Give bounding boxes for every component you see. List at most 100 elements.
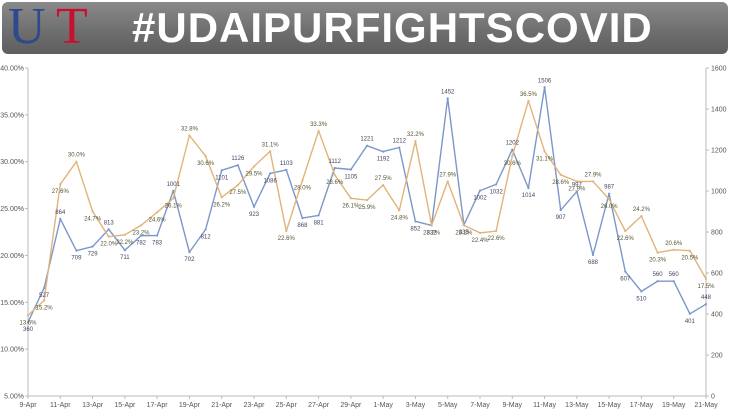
x-axis-tick-label: 1-May	[373, 402, 393, 409]
count-series-point	[382, 150, 385, 153]
count-data-label: 813	[104, 220, 115, 226]
percent-data-label: 15.2%	[36, 305, 54, 311]
chart-series	[26, 86, 708, 324]
count-series-point	[349, 168, 352, 171]
percent-series-point	[656, 251, 659, 254]
percent-data-label: 17.5%	[697, 284, 715, 290]
count-series-point	[624, 270, 627, 273]
count-data-label: 1002	[473, 196, 487, 202]
count-data-label: 729	[88, 252, 99, 258]
count-data-label: 1212	[393, 139, 407, 145]
percent-series-point	[478, 231, 482, 235]
percent-series-point	[511, 154, 514, 158]
count-data-label: 1105	[344, 174, 358, 180]
count-series-point	[414, 220, 417, 223]
percent-data-label: 26.2%	[213, 202, 231, 208]
left-axis-tick-label: 30.00%	[0, 159, 24, 166]
percent-data-label: 31.1%	[536, 156, 554, 162]
left-axis-tick-label: 20.00%	[0, 253, 24, 260]
percent-series-point	[398, 209, 401, 212]
percent-data-label: 27.5%	[375, 176, 393, 182]
x-axis-tick-label: 9-Apr	[19, 402, 37, 409]
x-axis-tick-label: 11-Apr	[50, 402, 71, 409]
chart-axes: 5.00% 10.00% 15.00% 20.00% 25.00% 30.00% 35.00…	[0, 66, 726, 410]
count-series-point	[398, 146, 401, 149]
x-axis-tick-label: 21-Apr	[211, 402, 233, 409]
percent-series-point	[317, 129, 320, 132]
count-series-point	[478, 189, 482, 192]
percent-data-label: 26.1%	[165, 203, 183, 209]
percent-data-label: 27.9%	[568, 186, 586, 192]
percent-series-point	[624, 229, 627, 233]
x-axis-tick-label: 19-May	[662, 402, 686, 409]
percent-data-label: 27.6%	[52, 189, 70, 195]
count-data-label: 923	[249, 212, 260, 218]
count-data-label: 709	[71, 256, 82, 262]
count-data-label: 812	[201, 235, 212, 241]
count-data-label: 1126	[231, 156, 245, 162]
x-axis-tick-label: 13-May	[565, 402, 589, 409]
count-data-label: 607	[620, 277, 631, 283]
percent-series-point	[236, 184, 239, 187]
count-data-label: 560	[653, 272, 664, 278]
percent-data-label: 23.2%	[423, 230, 441, 236]
percent-series-point	[172, 197, 175, 200]
percent-data-label: 29.5%	[245, 171, 263, 177]
count-data-label: 401	[685, 319, 696, 325]
percent-data-label: 25.9%	[358, 205, 376, 211]
percent-series-point	[188, 134, 191, 137]
right-axis-tick-label: 1200	[711, 148, 727, 155]
count-series-point	[301, 216, 304, 220]
left-axis-tick-label: 40.00%	[0, 66, 24, 73]
percent-series-point	[640, 214, 643, 218]
count-data-label: 868	[297, 223, 308, 229]
percent-series-point	[43, 299, 46, 302]
count-data-label: 1103	[280, 161, 294, 167]
percent-series-point	[414, 139, 417, 143]
left-axis-tick-label: 15.00%	[0, 300, 24, 307]
count-series-point	[269, 172, 272, 175]
count-data-label: 1221	[360, 137, 374, 143]
percent-series-point	[59, 183, 62, 186]
percent-data-label: 28.6%	[552, 180, 570, 186]
percent-data-label: 24.6%	[149, 217, 167, 223]
percent-data-label: 24.2%	[633, 207, 651, 213]
left-axis-tick-label: 5.00%	[4, 394, 24, 401]
count-data-label: 1086	[263, 178, 277, 184]
count-series-point	[252, 205, 256, 208]
percent-data-label: 22.4%	[471, 238, 489, 244]
count-series-point	[91, 245, 94, 248]
banner-title: #UDAIPURFIGHTSCOVID	[132, 4, 653, 51]
count-series-point	[107, 228, 110, 231]
count-data-label: 1112	[328, 159, 341, 165]
count-series-point	[220, 169, 223, 172]
percent-data-label: 36.5%	[520, 92, 538, 98]
percent-data-label: 23.2%	[455, 230, 473, 236]
logo-letter-t: T	[56, 0, 88, 55]
percent-series-point	[220, 196, 223, 199]
x-axis-tick-label: 7-May	[470, 402, 490, 409]
percent-data-label: 28.6%	[326, 180, 344, 186]
count-series-point	[527, 187, 530, 190]
percent-series-point	[26, 314, 30, 317]
count-data-label: 835	[459, 230, 470, 236]
count-series-point	[688, 312, 691, 315]
percent-data-label: 32.8%	[181, 126, 199, 132]
x-axis-tick-label: 17-May	[630, 402, 654, 409]
percent-data-label: 22.6%	[278, 236, 296, 242]
percent-data-label: 24.8%	[391, 215, 409, 221]
count-data-label: 997	[572, 183, 583, 189]
count-series-point	[75, 249, 78, 252]
count-series-point	[172, 189, 175, 192]
count-series-point	[656, 280, 659, 283]
logo-letter-u: U	[8, 0, 46, 55]
count-series-point	[139, 234, 143, 237]
percent-data-label: 22.2%	[116, 240, 134, 246]
count-data-label: 1101	[215, 175, 229, 181]
count-series-point	[704, 303, 708, 306]
percent-series-point	[462, 224, 465, 227]
count-series-point	[26, 321, 30, 324]
count-series-point	[188, 250, 191, 254]
percent-series-point	[333, 173, 336, 176]
count-series-point	[640, 290, 643, 293]
